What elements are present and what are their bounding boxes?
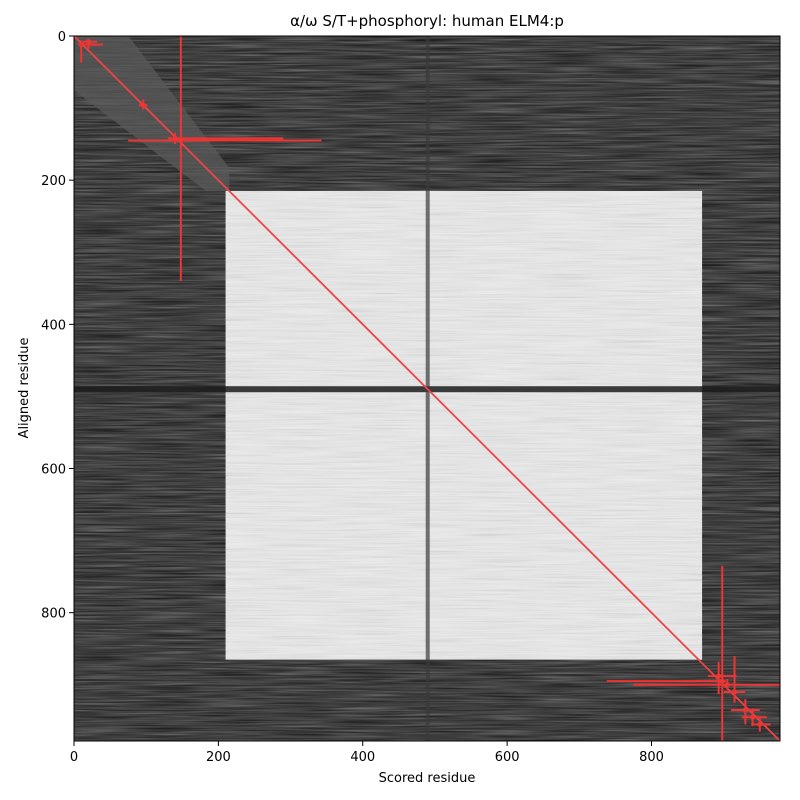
error-bar-6 [606, 565, 726, 741]
error-bar-point [742, 707, 748, 713]
chart-title: α/ω S/T+phosphoryl: human ELM4:p [290, 12, 564, 30]
y-tick-label-200: 200 [41, 174, 66, 189]
y-tick-label-400: 400 [41, 318, 66, 333]
plot-frame [73, 35, 781, 742]
error-bar-point [85, 39, 91, 45]
y-axis-label: Aligned residue [17, 338, 32, 439]
error-bar-point [178, 138, 184, 144]
x-tick-label-200: 200 [206, 750, 231, 765]
error-bar-11 [751, 717, 771, 732]
error-bar-point [757, 721, 763, 727]
y-tick-label-800: 800 [41, 607, 66, 622]
x-tick-label-0: 0 [70, 750, 78, 765]
error-bar-point [732, 689, 738, 695]
y-tick-label-0: 0 [58, 30, 66, 45]
error-bar-point [750, 714, 756, 720]
error-bar-2 [138, 99, 148, 110]
y-tick-label-600: 600 [41, 463, 66, 478]
chart-layer [74, 36, 780, 741]
error-bar-8 [723, 655, 746, 703]
error-bar-point [140, 102, 146, 108]
x-tick-label-800: 800 [639, 750, 664, 765]
error-bar-point [78, 42, 84, 48]
y-axis: 0 200 400 600 800 [41, 30, 74, 622]
error-bar-point [719, 678, 725, 684]
error-bar-9 [730, 699, 760, 725]
diagonal-line [74, 36, 780, 741]
error-bar-point [724, 682, 730, 688]
error-bar-7 [633, 679, 780, 690]
error-bar-point [716, 673, 722, 679]
error-bar-4 [128, 36, 322, 282]
error-bar-10 [741, 708, 768, 726]
x-axis: 0 200 400 600 800 [70, 741, 664, 765]
error-bar-1 [82, 38, 98, 49]
error-bar-0 [78, 40, 103, 63]
x-tick-label-600: 600 [495, 750, 520, 765]
x-axis-label: Scored residue [379, 771, 476, 786]
x-tick-label-400: 400 [350, 750, 375, 765]
